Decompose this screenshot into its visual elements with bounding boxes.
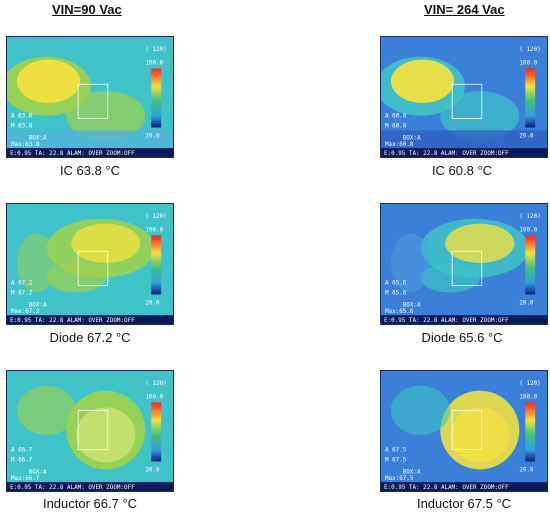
status-line: E:0.95 TA: 22.8 ALAM: OVER ZOOM:OFF [10,151,135,157]
max-label: Max:67.2 [11,309,40,315]
scale-range: ( 120) [519,214,540,220]
scale-top: 100.0 [519,395,537,401]
spot-reading: A 60.8 [385,114,407,120]
max-label: Max:60.8 [385,142,414,148]
scale-bottom: 20.0 [145,300,160,306]
scale-bottom: 20.0 [519,467,534,473]
max-reading: M 67.5 [385,458,407,464]
thermal-image-ind-264: ( 120) 100.0 20.0 A 67.5 M 67.5 BOX:A Ma… [380,370,548,492]
scale-top: 100.0 [145,61,163,67]
status-line: E:0.95 TA: 22.8 ALAM: OVER ZOOM:OFF [384,151,509,157]
caption-ind-90: Inductor 66.7 °C [42,496,138,511]
spot-reading: A 63.8 [11,114,33,120]
spot-reading: A 65.6 [385,281,407,287]
spot-reading: A 66.7 [11,448,33,454]
box-label: BOX:A [29,135,47,141]
scale-bottom: 20.0 [145,467,160,473]
thermal-image-ic-264: ( 120) 100.0 20.0 A 60.8 M 60.8 BOX:A Ma… [380,36,548,158]
scale-range: ( 120) [519,381,540,387]
max-label: Max:63.8 [11,142,40,148]
max-label: Max:65.6 [385,309,414,315]
status-line: E:0.95 TA: 22.8 ALAM: OVER ZOOM:OFF [384,485,509,491]
thermal-image-ind-90: ( 120) 100.0 20.0 A 66.7 M 66.7 BOX:A Ma… [6,370,174,492]
scale-bottom: 20.0 [519,300,534,306]
box-label: BOX:A [403,302,421,308]
caption-ic-90: IC 63.8 °C [59,163,121,178]
scale-bottom: 20.0 [519,133,534,139]
max-label: Max:67.5 [385,476,414,482]
max-reading: M 63.8 [11,124,33,130]
box-label: BOX:A [29,469,47,475]
max-reading: M 60.8 [385,124,407,130]
max-label: Max:66.7 [11,476,40,482]
thermal-image-diode-264: ( 120) 100.0 20.0 A 65.6 M 65.6 BOX:A Ma… [380,203,548,325]
scale-range: ( 120) [145,214,166,220]
thermal-image-ic-90: ( 120) 100.0 20.0 A 63.8 M 63.8 BOX:A Ma… [6,36,174,158]
scale-bottom: 20.0 [145,133,160,139]
caption-diode-264: Diode 65.6 °C [421,330,503,345]
scale-range: ( 120) [519,47,540,53]
box-label: BOX:A [29,302,47,308]
status-line: E:0.95 TA: 22.8 ALAM: OVER ZOOM:OFF [10,485,135,491]
caption-ic-264: IC 60.8 °C [431,163,493,178]
scale-range: ( 120) [145,47,166,53]
caption-diode-90: Diode 67.2 °C [49,330,131,345]
max-reading: M 65.6 [385,291,407,297]
scale-top: 100.0 [145,228,163,234]
scale-range: ( 120) [145,381,166,387]
scale-top: 100.0 [145,395,163,401]
status-line: E:0.95 TA: 22.8 ALAM: OVER ZOOM:OFF [384,318,509,324]
spot-reading: A 67.5 [385,448,407,454]
status-line: E:0.95 TA: 22.8 ALAM: OVER ZOOM:OFF [10,318,135,324]
column-heading-264: VIN= 264 Vac [424,2,505,17]
max-reading: M 67.2 [11,291,33,297]
caption-ind-264: Inductor 67.5 °C [416,496,512,511]
scale-top: 100.0 [519,61,537,67]
box-label: BOX:A [403,469,421,475]
column-heading-90: VIN=90 Vac [52,2,122,17]
spot-reading: A 67.2 [11,281,33,287]
scale-top: 100.0 [519,228,537,234]
thermal-image-diode-90: ( 120) 100.0 20.0 A 67.2 M 67.2 BOX:A Ma… [6,203,174,325]
box-label: BOX:A [403,135,421,141]
max-reading: M 66.7 [11,458,33,464]
